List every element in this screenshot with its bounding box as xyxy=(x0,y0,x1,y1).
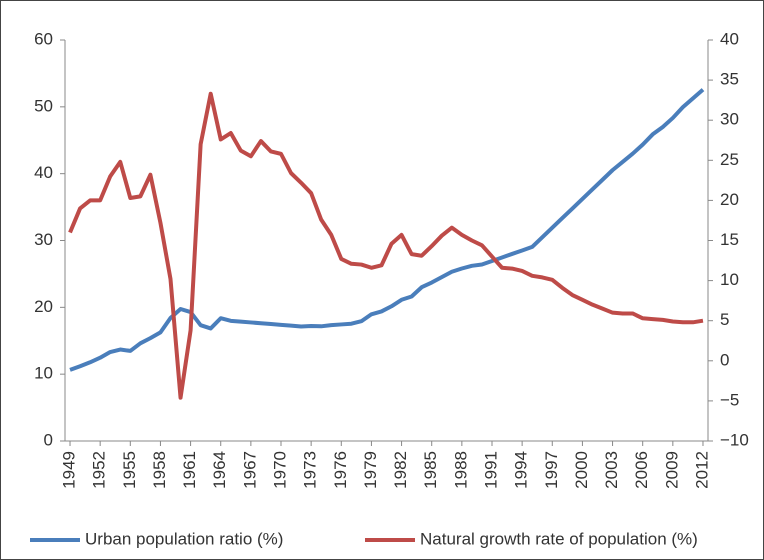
y-tick-label: 50 xyxy=(34,96,53,115)
y2-tick-label: 20 xyxy=(720,190,739,209)
x-tick-label: 2012 xyxy=(692,451,711,489)
x-tick-label: 1970 xyxy=(270,451,289,489)
y-tick-label: 20 xyxy=(34,297,53,316)
x-tick-label: 1979 xyxy=(361,451,380,489)
x-tick-label: 1985 xyxy=(421,451,440,489)
legend-label: Natural growth rate of population (%) xyxy=(420,529,698,548)
legend-label: Urban population ratio (%) xyxy=(85,529,283,548)
y-tick-label: 0 xyxy=(44,430,53,449)
x-tick-label: 1982 xyxy=(391,451,410,489)
y-tick-label: 40 xyxy=(34,163,53,182)
x-tick-label: 1988 xyxy=(451,451,470,489)
x-tick-label: 2006 xyxy=(632,451,651,489)
x-tick-label: 1967 xyxy=(240,451,259,489)
y2-tick-label: 10 xyxy=(720,270,739,289)
x-tick-label: 1958 xyxy=(150,451,169,489)
y2-tick-label: 0 xyxy=(720,350,729,369)
y-tick-label: 30 xyxy=(34,230,53,249)
x-tick-label: 1994 xyxy=(512,451,531,489)
x-tick-label: 1952 xyxy=(90,451,109,489)
x-tick-label: 1973 xyxy=(301,451,320,489)
y2-tick-label: 35 xyxy=(720,70,739,89)
x-tick-label: 1976 xyxy=(331,451,350,489)
y-tick-label: 10 xyxy=(34,364,53,383)
series-line xyxy=(69,88,705,372)
y2-tick-label: 5 xyxy=(720,310,729,329)
y2-tick-label: −5 xyxy=(720,390,739,409)
x-tick-label: 1991 xyxy=(481,451,500,489)
y-tick-label: 60 xyxy=(34,29,53,48)
x-tick-label: 2000 xyxy=(572,451,591,489)
x-tick-label: 1961 xyxy=(180,451,199,489)
x-tick-label: 1964 xyxy=(210,451,229,489)
series-line xyxy=(68,91,704,400)
y2-tick-label: 25 xyxy=(720,150,739,169)
x-tick-label: 2009 xyxy=(662,451,681,489)
x-tick-label: 1949 xyxy=(60,451,79,489)
y2-tick-label: 40 xyxy=(720,29,739,48)
y2-tick-label: 15 xyxy=(720,230,739,249)
x-tick-label: 1955 xyxy=(120,451,139,489)
y2-tick-label: −10 xyxy=(720,430,749,449)
x-tick-label: 2003 xyxy=(602,451,621,489)
x-tick-label: 1997 xyxy=(542,451,561,489)
y2-tick-label: 30 xyxy=(720,110,739,129)
